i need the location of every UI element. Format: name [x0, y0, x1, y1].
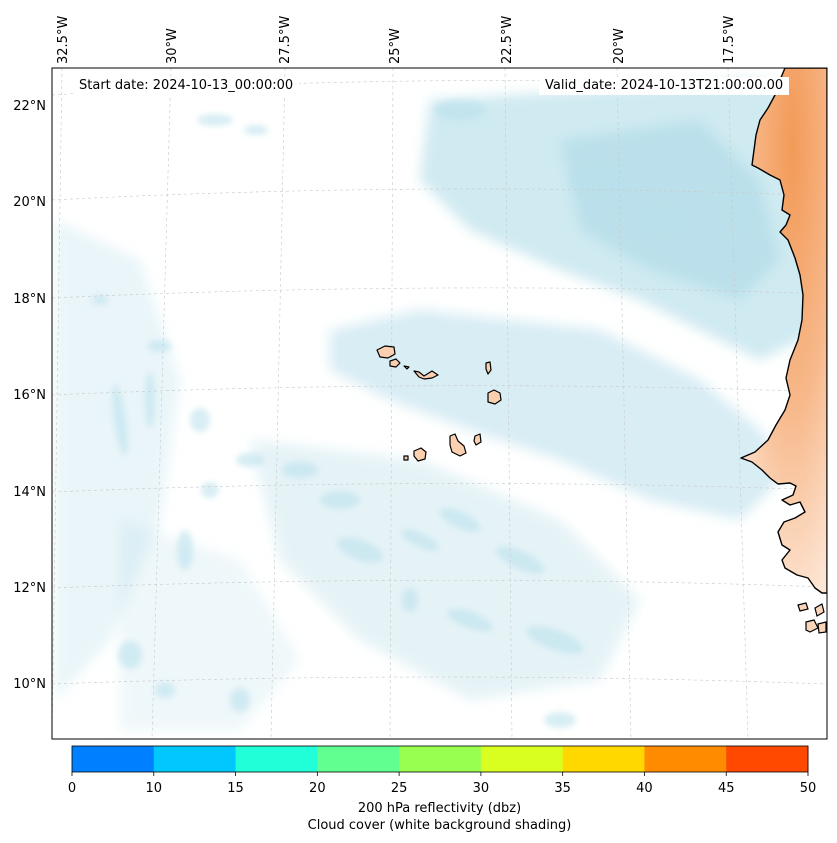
colorbar-swatch-5 — [480, 746, 564, 772]
africa-landmass — [740, 68, 827, 594]
island-fogo — [413, 447, 427, 462]
cloud-region-southwest — [120, 520, 300, 730]
island-maio — [473, 433, 482, 446]
lon-label-25w: 25°W — [388, 28, 403, 64]
island-sal — [485, 361, 492, 375]
colorbar-tick-label-2: 15 — [227, 781, 244, 796]
lat-label-10n: 10°N — [13, 677, 46, 692]
colorbar-tick-label-0: 0 — [68, 781, 76, 796]
island-boa-vista — [487, 389, 502, 405]
map-panel[interactable] — [52, 68, 827, 739]
graticule — [52, 68, 827, 739]
colorbar-swatch-7 — [644, 746, 727, 772]
colorbar-tick-label-9: 50 — [800, 781, 817, 796]
lat-label-14n: 14°N — [13, 485, 46, 500]
lon-label-32-5w: 32.5°W — [56, 16, 71, 64]
colorbar-tick-label-1: 10 — [146, 781, 163, 796]
lat-label-18n: 18°N — [13, 292, 46, 307]
cloud-region-center — [330, 310, 790, 520]
island-sao-nicolau — [413, 370, 439, 380]
colorbar-swatch-1 — [153, 746, 237, 772]
colorbar-swatch-0 — [72, 746, 155, 772]
valid-date-label: Valid_date: 2024-10-13T21:00:00.00 — [539, 77, 790, 95]
lat-label-22n: 22°N — [13, 99, 46, 114]
colorbar: 0 10 15 20 25 30 35 40 45 50 — [68, 745, 817, 796]
meridian-30w — [151, 68, 172, 739]
lon-label-30w: 30°W — [165, 28, 180, 64]
cloud-streaks — [92, 100, 750, 728]
island-sao-vicente — [389, 358, 401, 368]
colorbar-tick-label-6: 35 — [554, 781, 571, 796]
parallel-18n — [52, 287, 827, 299]
meridian-17-5w — [727, 68, 749, 739]
colorbar-sublabel: Cloud cover (white background shading) — [307, 818, 572, 833]
colorbar-swatch-6 — [562, 746, 645, 772]
meridian-22-5w — [504, 68, 513, 739]
map-frame — [51, 67, 828, 740]
coastal-islands-bissau — [797, 602, 827, 634]
latitude-labels: 22°N 20°N 18°N 16°N 14°N 12°N 10°N — [13, 99, 46, 692]
parallel-14n — [52, 483, 827, 493]
meridian-27-5w — [270, 68, 286, 739]
lon-label-22-5w: 22.5°W — [500, 16, 515, 64]
colorbar-tick-label-8: 45 — [718, 781, 735, 796]
colorbar-swatch-2 — [235, 746, 318, 772]
meridian-25w — [389, 68, 394, 739]
lon-label-17-5w: 17.5°W — [722, 16, 737, 64]
meridian-20w — [616, 68, 632, 739]
colorbar-swatch-3 — [317, 746, 400, 772]
colorbar-tick-label-5: 30 — [473, 781, 490, 796]
cape-verde-islands — [376, 345, 502, 462]
colorbar-frame — [71, 745, 809, 773]
colorbar-label: 200 hPa reflectivity (dbz) — [357, 801, 522, 816]
lon-label-27-5w: 27.5°W — [278, 16, 293, 64]
lon-label-20w: 20°W — [612, 28, 627, 64]
meridian-32-5w — [52, 68, 63, 739]
parallel-12n — [52, 579, 827, 589]
parallel-20n — [52, 188, 827, 201]
island-santa-luzia — [403, 365, 410, 370]
parallel-16n — [52, 385, 827, 396]
start-date-label: Start date: 2024-10-13_00:00:00 — [73, 77, 300, 95]
cloud-region-west — [55, 220, 180, 700]
lat-label-12n: 12°N — [13, 581, 46, 596]
island-santo-antao — [376, 345, 396, 359]
colorbar-swatch-8 — [726, 746, 809, 772]
colorbar-tick-label-3: 20 — [309, 781, 326, 796]
island-brava — [403, 455, 409, 461]
longitude-labels: 32.5°W 30°W 27.5°W 25°W 22.5°W 20°W 17.5… — [56, 16, 737, 64]
colorbar-swatch-4 — [399, 746, 482, 772]
island-santiago — [449, 433, 467, 457]
parallel-10n — [52, 676, 827, 685]
colorbar-tick-label-7: 40 — [636, 781, 653, 796]
lat-label-20n: 20°N — [13, 195, 46, 210]
colorbar-tick-label-4: 25 — [391, 781, 408, 796]
lat-label-16n: 16°N — [13, 388, 46, 403]
